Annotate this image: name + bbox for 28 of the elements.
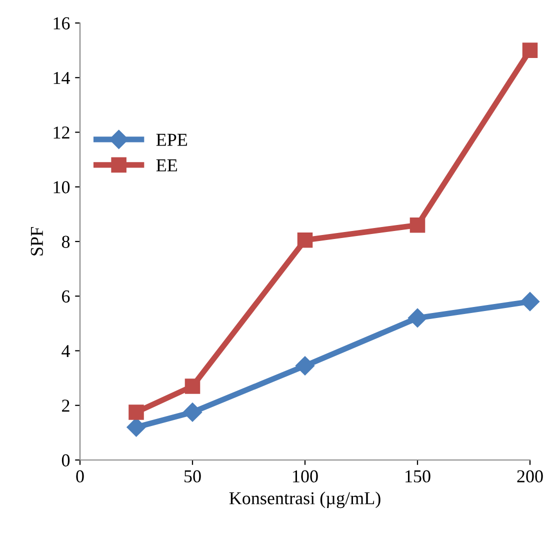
point [410, 217, 426, 233]
point [128, 404, 144, 420]
y-tick-label: 6 [62, 290, 70, 303]
legend-label: EPE [156, 134, 188, 146]
point [295, 356, 315, 376]
x-axis-title: Konsentrasi (µg/mL) [229, 492, 380, 508]
x-tick-label: 50 [184, 470, 201, 482]
y-tick-label: 14 [54, 72, 70, 84]
x-tick-label: 0 [76, 470, 84, 482]
y-axis-title: SPF [30, 227, 43, 256]
x-tick-label: 100 [293, 470, 318, 482]
point [184, 378, 200, 394]
legend-label: EE [156, 159, 177, 172]
point [520, 292, 540, 312]
point [126, 418, 146, 437]
point [522, 42, 538, 58]
y-tick-label: 10 [54, 181, 70, 194]
x-tick-label: 150 [406, 470, 430, 482]
x-tick-label: 200 [517, 470, 543, 482]
y-tick-label: 16 [54, 17, 70, 30]
point [297, 232, 313, 248]
y-tick-label: 0 [62, 454, 70, 466]
y-tick-label: 4 [62, 345, 70, 358]
point [182, 402, 202, 422]
y-tick-label: 2 [62, 400, 70, 412]
y-tick-label: 8 [62, 236, 70, 248]
point [408, 308, 428, 328]
y-tick-label: 12 [54, 126, 70, 139]
